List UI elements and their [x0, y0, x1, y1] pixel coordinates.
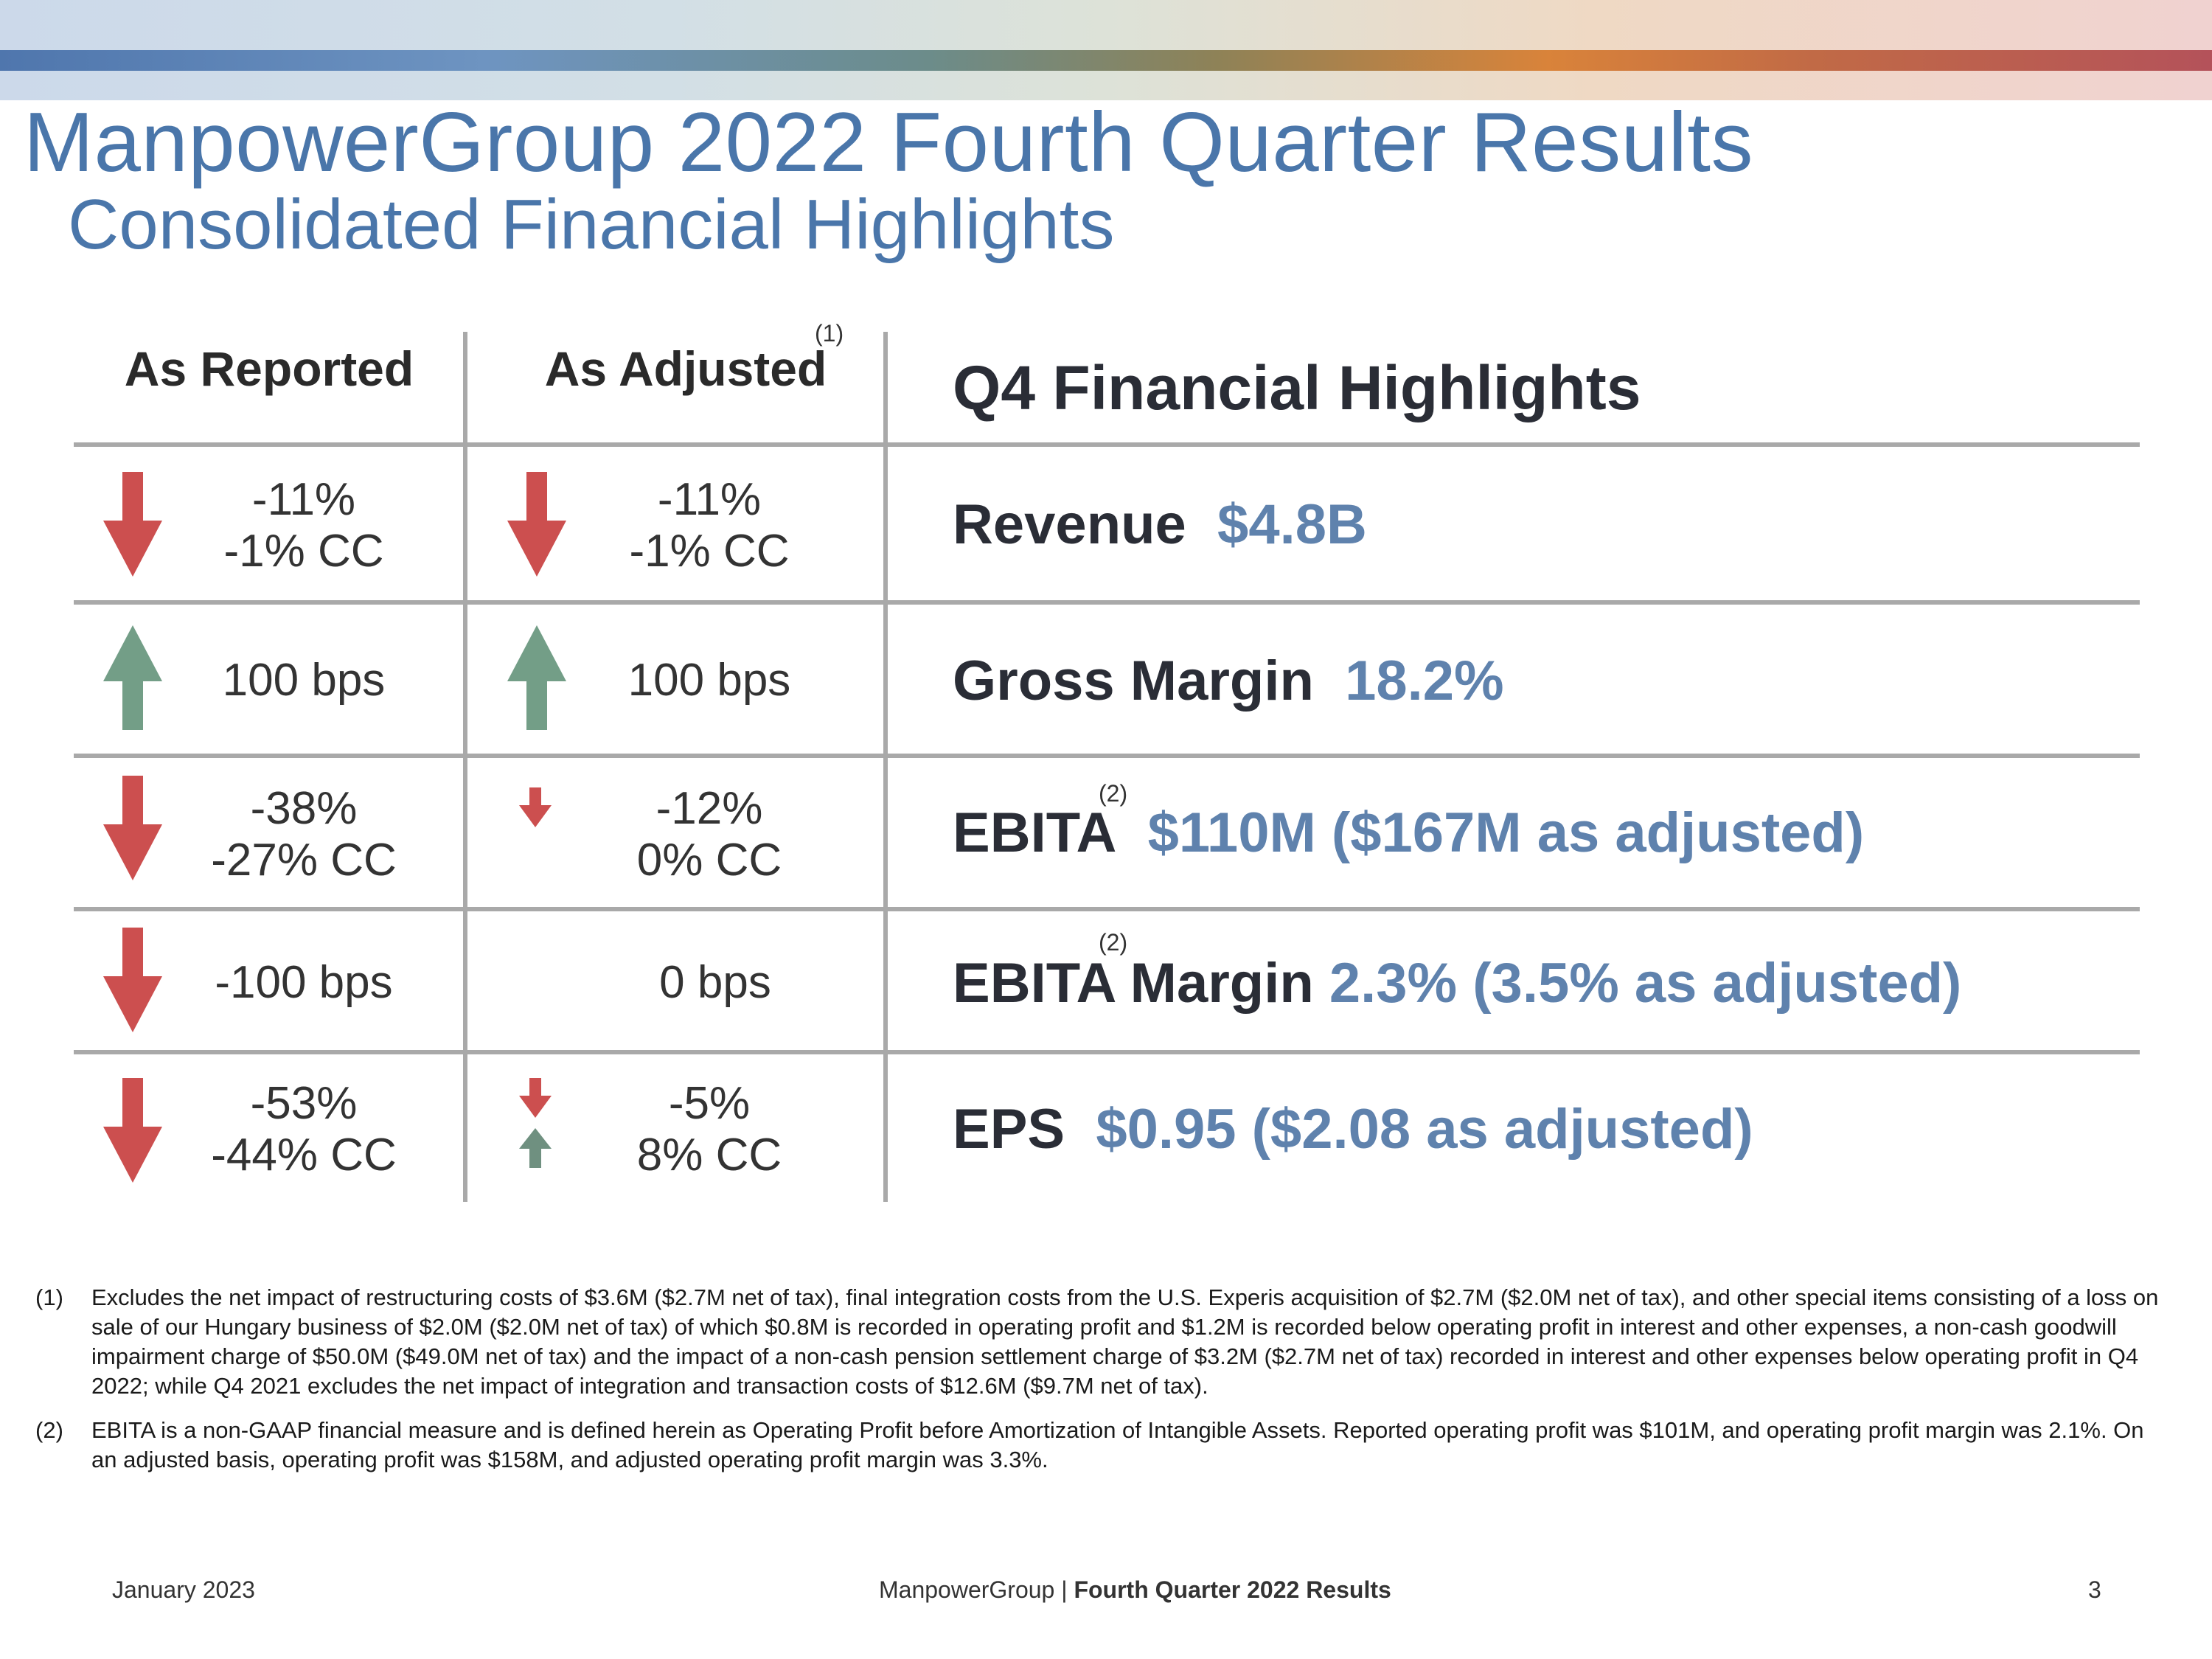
- highlight-value: 18.2%: [1345, 650, 1504, 712]
- footer-report: Fourth Quarter 2022 Results: [1074, 1576, 1391, 1603]
- page-title: ManpowerGroup 2022 Fourth Quarter Result…: [24, 96, 1753, 189]
- highlight-value: $0.95 ($2.08 as adjusted): [1096, 1098, 1753, 1161]
- highlight-ebita: EBITA $110M ($167M as adjusted): [953, 801, 1864, 865]
- highlight-label: EPS: [953, 1098, 1065, 1161]
- footer-title: ManpowerGroup | Fourth Quarter 2022 Resu…: [879, 1576, 1391, 1604]
- footnote-number: (1): [35, 1284, 63, 1310]
- highlight-label: Revenue: [953, 493, 1186, 556]
- page-subtitle: Consolidated Financial Highlights: [68, 185, 1115, 264]
- arrow-down-icon: [103, 928, 162, 1032]
- small-arrow-down-icon: [519, 1078, 552, 1118]
- highlight-value: 2.3% (3.5% as adjusted): [1329, 952, 1962, 1015]
- highlight-value: $4.8B: [1217, 493, 1367, 556]
- adjusted-change: -5% 8% CC: [636, 1078, 782, 1180]
- highlight-revenue: Revenue $4.8B: [953, 493, 1367, 557]
- arrow-down-icon: [103, 776, 162, 880]
- arrow-down-icon: [103, 472, 162, 577]
- ebita-footnote-ref: (2): [1099, 780, 1128, 807]
- page-number: 3: [2088, 1576, 2101, 1603]
- footer-company: ManpowerGroup: [879, 1576, 1055, 1603]
- adjusted-change: -12% 0% CC: [636, 783, 782, 886]
- reported-change: -53% -44% CC: [211, 1078, 397, 1180]
- footer-date: January 2023: [112, 1576, 255, 1603]
- table-rule: [74, 600, 2140, 605]
- reported-change: 100 bps: [222, 655, 386, 706]
- footnote-number: (2): [35, 1417, 63, 1443]
- reported-change: -100 bps: [215, 957, 393, 1008]
- arrow-down-icon: [507, 472, 566, 577]
- arrow-up-icon: [507, 625, 566, 730]
- footer-separator: |: [1061, 1576, 1068, 1603]
- table-divider-1: [463, 332, 467, 1202]
- footnote-text: EBITA is a non-GAAP financial measure an…: [91, 1417, 2144, 1472]
- small-arrow-up-icon: [519, 1128, 552, 1168]
- table-rule: [74, 1050, 2140, 1054]
- highlight-label: EBITA Margin: [953, 952, 1314, 1015]
- highlight-eps: EPS $0.95 ($2.08 as adjusted): [953, 1097, 1753, 1161]
- col-adjusted-footnote-ref: (1): [815, 320, 844, 347]
- highlight-gross-margin: Gross Margin 18.2%: [953, 649, 1504, 713]
- reported-change: -38% -27% CC: [211, 783, 397, 886]
- arrow-up-icon: [103, 625, 162, 730]
- footnote-text: Excludes the net impact of restructuring…: [91, 1284, 2159, 1399]
- col-header-reported: As Reported: [124, 341, 414, 396]
- small-arrow-down-icon: [519, 787, 552, 827]
- adjusted-change: 0 bps: [659, 957, 771, 1008]
- col-header-adjusted: As Adjusted: [544, 341, 827, 396]
- table-rule: [74, 907, 2140, 911]
- highlight-value: $110M ($167M as adjusted): [1147, 801, 1865, 864]
- ebita-margin-footnote-ref: (2): [1099, 929, 1128, 956]
- adjusted-change: 100 bps: [627, 655, 791, 706]
- highlights-header: Q4 Financial Highlights: [953, 353, 1641, 422]
- adjusted-change: -11% -1% CC: [629, 474, 790, 577]
- table-rule: [74, 754, 2140, 758]
- highlight-label: EBITA: [953, 801, 1117, 864]
- arrow-down-icon: [103, 1078, 162, 1183]
- table-rule: [74, 442, 2140, 447]
- table-divider-2: [883, 332, 888, 1202]
- highlight-label: Gross Margin: [953, 650, 1314, 712]
- header-color-band: [0, 50, 2212, 71]
- highlight-ebita-margin: EBITA Margin 2.3% (3.5% as adjusted): [953, 951, 1961, 1015]
- reported-change: -11% -1% CC: [223, 474, 384, 577]
